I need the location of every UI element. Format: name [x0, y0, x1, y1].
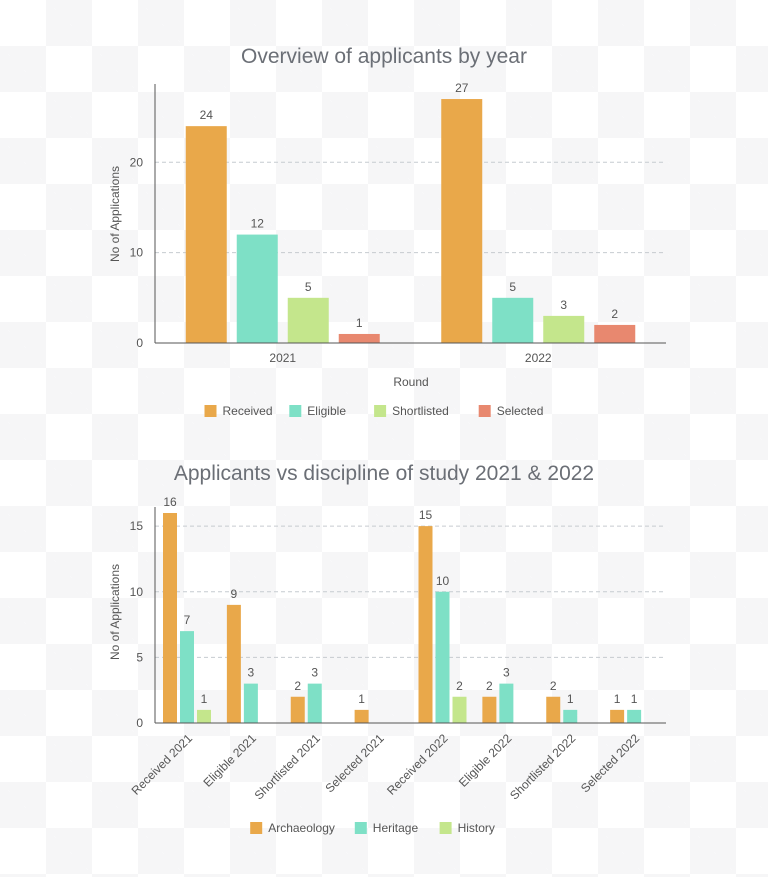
bar [610, 709, 625, 723]
chart-title: Applicants vs discipline of study 2021 &… [174, 462, 594, 485]
data-label: 1 [567, 692, 574, 706]
data-label: 2 [611, 307, 618, 321]
data-label: 1 [631, 692, 638, 706]
data-label: 5 [509, 280, 516, 294]
data-label: 24 [200, 108, 214, 122]
y-tick-label: 20 [130, 155, 144, 169]
data-label: 9 [231, 587, 238, 601]
data-label: 5 [305, 280, 312, 294]
data-label: 3 [248, 666, 255, 680]
bar [543, 315, 585, 343]
bar [499, 683, 514, 723]
data-label: 2 [456, 679, 463, 693]
data-label: 3 [560, 298, 567, 312]
bar [627, 709, 642, 723]
legend-swatch [354, 822, 367, 834]
bar [338, 333, 380, 343]
data-label: 15 [419, 508, 433, 522]
y-tick-label: 0 [136, 336, 143, 350]
data-label: 3 [311, 666, 318, 680]
x-tick-label: Shortlisted 2022 [507, 731, 578, 802]
x-tick-label: Received 2022 [384, 731, 451, 798]
legend-swatch [439, 822, 452, 834]
legend-swatch [250, 822, 263, 834]
bar [226, 604, 241, 723]
data-label: 16 [163, 495, 177, 509]
y-tick-label: 0 [136, 716, 143, 730]
bar [418, 526, 433, 723]
bar [243, 683, 258, 723]
x-tick-label: Eligible 2022 [456, 731, 515, 790]
bar [197, 709, 211, 723]
x-axis-label: Round [393, 375, 428, 389]
data-label: 3 [503, 666, 510, 680]
data-label: 1 [201, 692, 208, 706]
chart-discipline: Applicants vs discipline of study 2021 &… [108, 462, 666, 835]
legend-label: Eligible [307, 404, 346, 418]
x-tick-label: Eligible 2021 [200, 731, 259, 790]
legend-swatch [289, 405, 302, 417]
bar [546, 696, 561, 723]
data-label: 7 [184, 613, 191, 627]
y-tick-label: 10 [130, 585, 144, 599]
data-label: 2 [550, 679, 557, 693]
data-label: 1 [614, 692, 621, 706]
bar [492, 297, 534, 343]
chart-overview: Overview of applicants by year 24 12 5 1 27 5… [108, 45, 666, 418]
y-axis-label: No of Applications [108, 166, 122, 262]
data-label: 2 [294, 679, 301, 693]
y-tick-label: 15 [130, 519, 144, 533]
legend-swatch [374, 405, 387, 417]
x-tick-label: Received 2021 [129, 731, 196, 798]
bar [441, 99, 483, 344]
data-label: 12 [251, 217, 265, 231]
legend-label: History [458, 821, 495, 835]
bar [185, 126, 227, 344]
x-tick-label: Selected 2021 [323, 731, 387, 795]
data-label: 1 [358, 692, 365, 706]
bar [563, 709, 578, 723]
bar [290, 696, 305, 723]
x-tick-label: 2021 [269, 351, 296, 365]
bar [482, 696, 497, 723]
legend-label: Heritage [373, 821, 419, 835]
bar [287, 297, 329, 343]
data-label: 1 [356, 316, 363, 330]
legend-label: Archaeology [268, 821, 335, 835]
data-label: 10 [436, 574, 450, 588]
y-tick-label: 10 [130, 246, 144, 260]
legend-swatch [204, 405, 217, 417]
chart-title: Overview of applicants by year [241, 45, 527, 68]
y-axis-label: No of Applications [108, 564, 122, 660]
bar [452, 696, 467, 723]
bar [163, 513, 177, 723]
x-tick-label: Selected 2022 [578, 731, 642, 795]
y-tick-label: 5 [136, 650, 143, 664]
x-tick-label: 2022 [525, 351, 552, 365]
bar [594, 324, 636, 343]
data-label: 27 [455, 81, 469, 95]
bar [435, 591, 450, 723]
legend-label: Selected [497, 404, 544, 418]
data-label: 2 [486, 679, 493, 693]
bar [180, 631, 194, 723]
legend-swatch [478, 405, 491, 417]
bar [307, 683, 322, 723]
legend-label: Shortlisted [392, 404, 449, 418]
bar [354, 709, 369, 723]
x-tick-label: Shortlisted 2021 [252, 731, 323, 802]
legend-label: Received [223, 404, 273, 418]
bar [236, 234, 278, 343]
